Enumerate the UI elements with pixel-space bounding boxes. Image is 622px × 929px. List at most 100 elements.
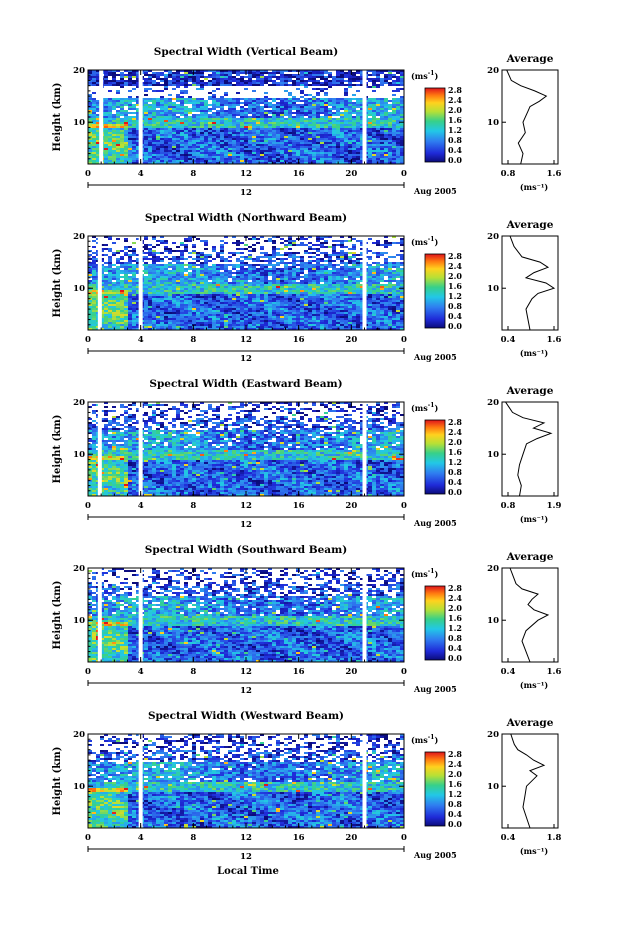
data-gap (99, 70, 104, 164)
profile-x-label: (ms⁻¹) (520, 514, 548, 524)
data-gap (138, 402, 143, 496)
average-profile: Average 20 10 0.4 1.8 (ms⁻¹) (487, 717, 561, 856)
chart-panel-1: Spectral Width (Vertical Beam) 0 4 8 12 16 20 0… (52, 46, 561, 198)
data-gap (97, 568, 102, 662)
date-label: Aug 2005 (413, 352, 457, 362)
colorbar (424, 87, 446, 163)
y-tick-label: 20 (73, 564, 85, 574)
colorbar-tick-label: 0.4 (448, 145, 462, 155)
profile-title: Average (506, 717, 554, 729)
chart-title: Spectral Width (Westward Beam) (148, 710, 344, 722)
colorbar-tick-label: 1.6 (448, 613, 462, 623)
x-tick-label: 16 (293, 169, 305, 179)
colorbar-tick-label: 2.0 (448, 437, 462, 447)
average-profile: Average 20 10 0.8 1.9 (ms⁻¹) (487, 385, 561, 524)
x-tick-label: 4 (138, 501, 144, 511)
data-gap (97, 236, 102, 330)
colorbar-tick-label: 2.4 (448, 95, 462, 105)
data-gap (362, 402, 367, 496)
x-tick-label: 16 (293, 501, 305, 511)
date-label: Aug 2005 (413, 186, 457, 196)
profile-x-label: (ms⁻¹) (520, 846, 548, 856)
y-tick-label: 10 (73, 782, 85, 792)
colorbar-tick-label: 0.8 (448, 467, 462, 477)
profile-frame (501, 567, 559, 663)
day-label: 12 (240, 686, 252, 696)
colorbar (424, 419, 446, 495)
x-axis-label: Local Time (217, 866, 279, 877)
x-tick-label: 20 (345, 335, 357, 345)
chart-panel-5: Spectral Width (Westward Beam) 0 4 8 12 16 20 0… (52, 710, 561, 862)
profile-line (509, 567, 550, 663)
profile-y-tick-label: 20 (487, 564, 499, 574)
profile-line (506, 69, 548, 165)
colorbar-tick-label: 2.4 (448, 261, 462, 271)
colorbar-tick-label: 2.0 (448, 769, 462, 779)
day-label: 12 (240, 852, 252, 862)
profile-x-label: (ms⁻¹) (520, 680, 548, 690)
heatmap-cells (88, 568, 404, 662)
colorbar-tick-label: 2.0 (448, 603, 462, 613)
data-gap (138, 236, 143, 330)
colorbar-tick-label: 2.8 (448, 251, 462, 261)
chart-title: Spectral Width (Vertical Beam) (154, 46, 338, 58)
y-axis-label: Height (km) (52, 581, 63, 650)
x-tick-label: 20 (345, 169, 357, 179)
day-label: 12 (240, 520, 252, 530)
data-gap (97, 402, 102, 496)
y-tick-label: 20 (73, 398, 85, 408)
colorbar-tick-label: 2.4 (448, 427, 462, 437)
x-tick-label: 12 (240, 501, 252, 511)
colorbar-tick-label: 0.0 (448, 155, 462, 165)
data-gap (362, 236, 367, 330)
colorbar-tick-label: 0.8 (448, 799, 462, 809)
profile-x-label: (ms⁻¹) (520, 348, 548, 358)
y-tick-label: 20 (73, 730, 85, 740)
x-tick-label: 12 (240, 833, 252, 843)
chart-panel-4: Spectral Width (Southward Beam) 0 4 8 12 16 20… (52, 544, 561, 696)
x-tick-label: 16 (293, 335, 305, 345)
x-tick-label: 20 (345, 667, 357, 677)
colorbar-tick-label: 2.8 (448, 749, 462, 759)
x-tick-label: 0 (401, 833, 407, 843)
chart-title: Spectral Width (Southward Beam) (145, 544, 347, 556)
colorbar-tick-label: 1.2 (448, 457, 462, 467)
heatmap-cells (88, 236, 404, 330)
colorbar-unit: (ms-1) (411, 70, 438, 81)
x-tick-label: 8 (190, 169, 196, 179)
colorbar-tick-label: 1.2 (448, 291, 462, 301)
y-tick-label: 20 (73, 232, 85, 242)
date-label: Aug 2005 (413, 850, 457, 860)
profile-x-tick-label: 0.4 (501, 667, 516, 677)
colorbar-unit: (ms-1) (411, 236, 438, 247)
colorbar-tick-label: 2.8 (448, 583, 462, 593)
colorbar-tick-label: 2.0 (448, 271, 462, 281)
y-axis-label: Height (km) (52, 249, 63, 318)
colorbar-tick-label: 2.8 (448, 85, 462, 95)
profile-line (509, 235, 556, 331)
colorbar-tick-label: 0.0 (448, 487, 462, 497)
y-axis-label: Height (km) (52, 415, 63, 484)
colorbar-tick-label: 2.4 (448, 759, 462, 769)
average-profile: Average 20 10 0.4 1.6 (ms⁻¹) (487, 551, 561, 690)
x-tick-label: 0 (401, 335, 407, 345)
profile-y-tick-label: 10 (487, 450, 499, 460)
y-axis-label: Height (km) (52, 747, 63, 816)
data-gap (362, 568, 367, 662)
profile-frame (501, 69, 559, 165)
profile-x-tick-label: 1.9 (547, 501, 562, 511)
colorbar-tick-label: 2.0 (448, 105, 462, 115)
average-profile: Average 20 10 0.8 1.6 (ms⁻¹) (487, 53, 561, 192)
x-tick-label: 16 (293, 667, 305, 677)
profile-x-tick-label: 1.6 (547, 335, 562, 345)
profile-y-tick-label: 20 (487, 730, 499, 740)
x-tick-label: 12 (240, 169, 252, 179)
colorbar-tick-label: 1.6 (448, 447, 462, 457)
profile-y-tick-label: 10 (487, 616, 499, 626)
chart-title: Spectral Width (Eastward Beam) (149, 378, 342, 390)
y-tick-label: 10 (73, 118, 85, 128)
chart-panel-2: Spectral Width (Northward Beam) 0 4 8 12 16 20… (52, 212, 561, 364)
colorbar (424, 253, 446, 329)
profile-x-tick-label: 0.4 (501, 335, 516, 345)
